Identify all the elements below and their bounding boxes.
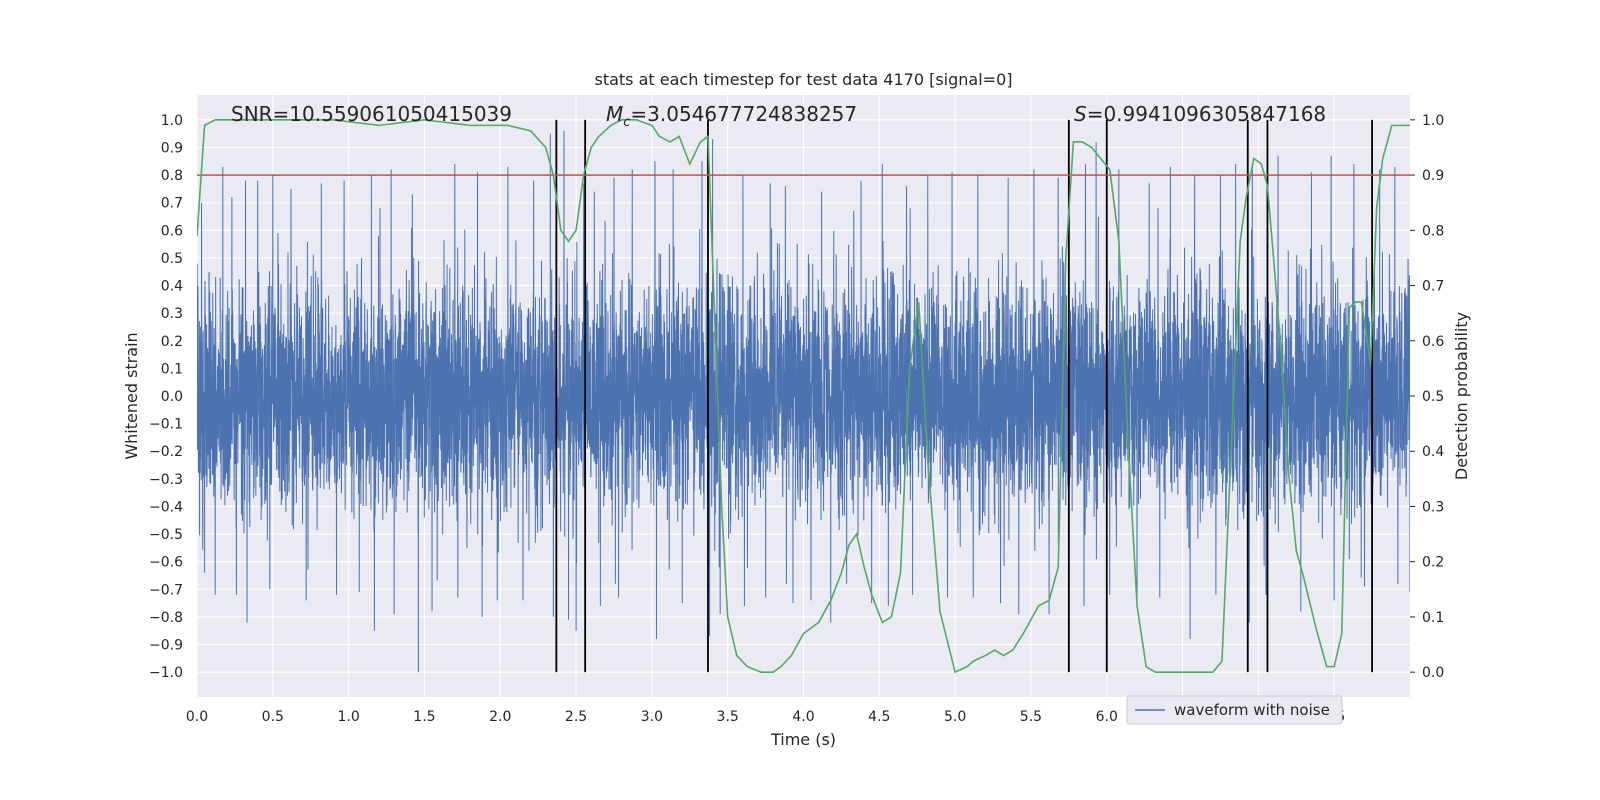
annotation-chirp-mass: Mc=3.054677724838257 [606, 102, 857, 130]
x-tick-label: 3.0 [641, 709, 663, 725]
y-tick-label: 1.0 [161, 113, 183, 129]
y-tick-label: −0.5 [149, 527, 183, 543]
x-tick-label: 2.5 [565, 709, 587, 725]
y-tick-label: −0.4 [149, 499, 183, 515]
x-tick-label: 4.0 [792, 709, 814, 725]
y-tick-label: −0.2 [149, 444, 183, 460]
x-tick-label: 6.0 [1096, 709, 1118, 725]
y2-tick-label: 0.7 [1422, 279, 1444, 295]
y-tick-label: −0.8 [149, 610, 183, 626]
y-tick-label: 0.3 [161, 306, 183, 322]
y-tick-label: 0.6 [161, 223, 183, 239]
y2-tick-label: 0.5 [1422, 389, 1444, 405]
y2-axis-ticks: 1.0 0.9 0.8 0.7 0.6 0.5 0.4 0.3 0.2 0.1 0.0 [1410, 113, 1444, 681]
y-tick-label: −0.3 [149, 472, 183, 488]
x-tick-label: 1.0 [337, 709, 359, 725]
y2-tick-label: 0.6 [1422, 334, 1444, 350]
x-axis-label: Time (s) [770, 730, 836, 749]
y-tick-label: 0.0 [161, 389, 183, 405]
x-tick-label: 1.5 [413, 709, 435, 725]
y2-tick-label: 0.8 [1422, 223, 1444, 239]
y2-tick-label: 0.9 [1422, 168, 1444, 184]
y-axis-label: Whitened strain [122, 332, 141, 459]
y-tick-label: 0.9 [161, 140, 183, 156]
y-tick-label: −0.9 [149, 638, 183, 654]
y2-tick-label: 0.1 [1422, 610, 1444, 626]
legend-box [1126, 695, 1343, 725]
series-detection-probability [197, 119, 1410, 674]
legend-label-waveform: waveform with noise [1174, 701, 1330, 719]
annotation-snr: SNR=10.559061050415039 [231, 102, 512, 126]
x-tick-label: 5.5 [1020, 709, 1042, 725]
y2-tick-label: 0.0 [1422, 665, 1444, 681]
y-tick-label: 0.2 [161, 334, 183, 350]
y-tick-label: −0.1 [149, 417, 183, 433]
y-tick-label: 0.8 [161, 168, 183, 184]
y-tick-label: 0.4 [161, 279, 183, 295]
annotation-statistic: S=0.9941096305847168 [1074, 102, 1326, 126]
x-tick-label: 0.0 [186, 709, 208, 725]
y2-tick-label: 0.3 [1422, 499, 1444, 515]
y2-tick-label: 1.0 [1422, 113, 1444, 129]
y-tick-label: 0.7 [161, 196, 183, 212]
y2-tick-label: 0.4 [1422, 444, 1444, 460]
legend: waveform with noise [1126, 695, 1343, 725]
y-tick-label: −0.7 [149, 582, 183, 598]
y-tick-label: 0.1 [161, 361, 183, 377]
y-tick-label: −0.6 [149, 555, 183, 571]
x-tick-label: 4.5 [868, 709, 890, 725]
y2-axis-label: Detection probability [1452, 312, 1471, 480]
x-tick-label: 2.0 [489, 709, 511, 725]
x-tick-label: 3.5 [717, 709, 739, 725]
x-tick-label: 0.5 [262, 709, 284, 725]
y-axis-ticks: 1.0 0.9 0.8 0.7 0.6 0.5 0.4 0.3 0.2 0.1 0.0 −0.1 −0.… [149, 113, 183, 681]
x-tick-label: 5.0 [944, 709, 966, 725]
series-waveform-with-noise [197, 130, 1410, 673]
y-tick-label: 0.5 [161, 251, 183, 267]
y2-tick-label: 0.2 [1422, 555, 1444, 571]
y-tick-label: −1.0 [149, 665, 183, 681]
chart-title: stats at each timestep for test data 417… [594, 70, 1012, 89]
